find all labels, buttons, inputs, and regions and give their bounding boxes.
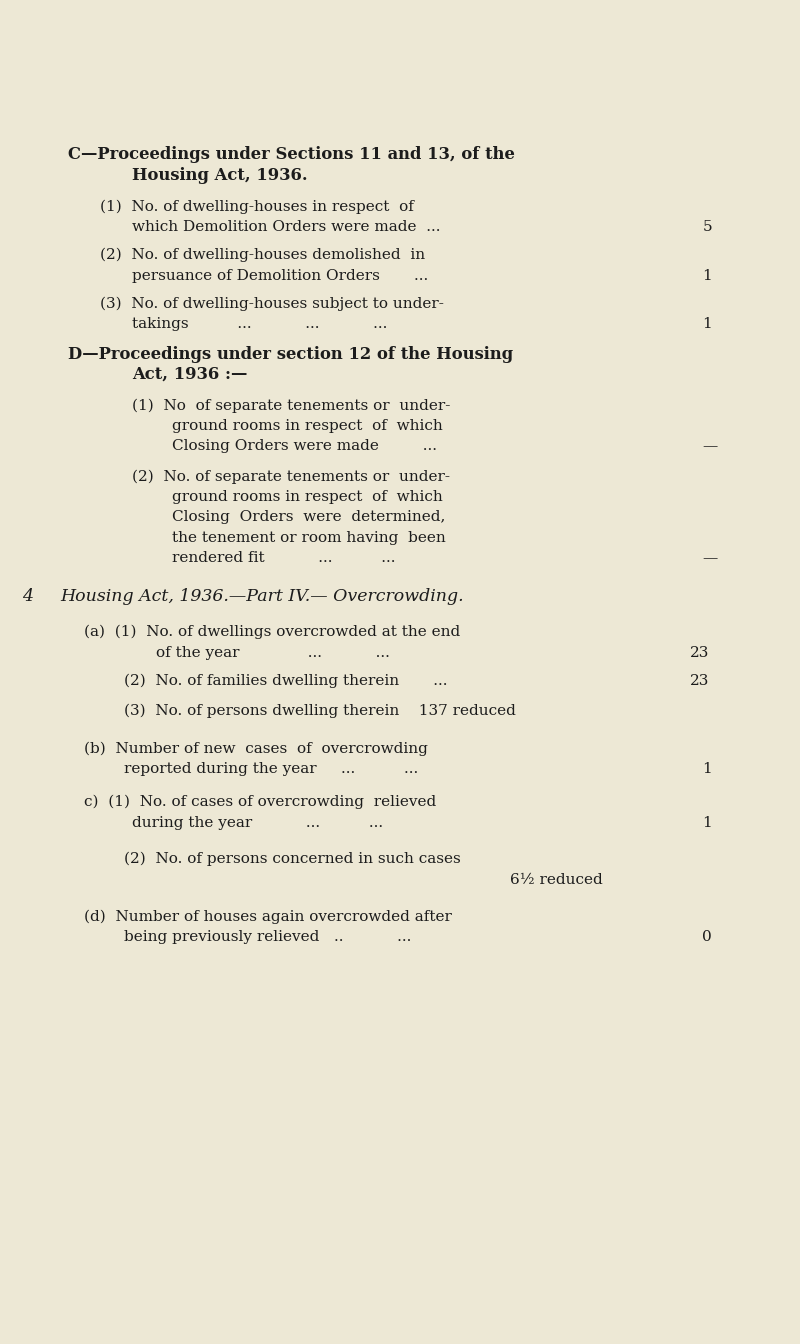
- Text: 23: 23: [690, 675, 709, 688]
- Text: Act, 1936 :—: Act, 1936 :—: [132, 366, 247, 383]
- Text: 4: 4: [22, 587, 34, 605]
- Text: 1: 1: [702, 816, 712, 829]
- Text: 5: 5: [702, 220, 712, 234]
- Text: 0: 0: [702, 930, 712, 943]
- Text: Housing Act, 1936.—Part IV.— Overcrowding.: Housing Act, 1936.—Part IV.— Overcrowdin…: [60, 587, 464, 605]
- Text: (3)  No. of persons dwelling therein    137 reduced: (3) No. of persons dwelling therein 137 …: [124, 704, 516, 718]
- Text: persuance of Demolition Orders       ...: persuance of Demolition Orders ...: [132, 269, 428, 282]
- Text: (2)  No. of dwelling-houses demolished  in: (2) No. of dwelling-houses demolished in: [100, 249, 425, 262]
- Text: rendered fit           ...          ...: rendered fit ... ...: [172, 551, 395, 564]
- Text: (1)  No. of dwelling-houses in respect  of: (1) No. of dwelling-houses in respect of: [100, 200, 414, 214]
- Text: —: —: [702, 551, 718, 564]
- Text: (3)  No. of dwelling-houses subject to under-: (3) No. of dwelling-houses subject to un…: [100, 297, 444, 310]
- Text: of the year              ...           ...: of the year ... ...: [156, 646, 390, 660]
- Text: 1: 1: [702, 269, 712, 282]
- Text: 6½ reduced: 6½ reduced: [510, 874, 603, 887]
- Text: C—Proceedings under Sections 11 and 13, of the: C—Proceedings under Sections 11 and 13, …: [68, 145, 515, 163]
- Text: reported during the year     ...          ...: reported during the year ... ...: [124, 762, 418, 775]
- Text: (2)  No. of separate tenements or  under-: (2) No. of separate tenements or under-: [132, 470, 450, 484]
- Text: (2)  No. of families dwelling therein       ...: (2) No. of families dwelling therein ...: [124, 675, 447, 688]
- Text: ground rooms in respect  of  which: ground rooms in respect of which: [172, 419, 442, 433]
- Text: ground rooms in respect  of  which: ground rooms in respect of which: [172, 491, 442, 504]
- Text: Closing  Orders  were  determined,: Closing Orders were determined,: [172, 511, 446, 524]
- Text: 1: 1: [702, 317, 712, 331]
- Text: D—Proceedings under section 12 of the Housing: D—Proceedings under section 12 of the Ho…: [68, 345, 513, 363]
- Text: during the year           ...          ...: during the year ... ...: [132, 816, 383, 829]
- Text: the tenement or room having  been: the tenement or room having been: [172, 531, 446, 544]
- Text: (1)  No  of separate tenements or  under-: (1) No of separate tenements or under-: [132, 399, 450, 413]
- Text: (2)  No. of persons concerned in such cases: (2) No. of persons concerned in such cas…: [124, 852, 461, 866]
- Text: 23: 23: [690, 646, 709, 660]
- Text: (d)  Number of houses again overcrowded after: (d) Number of houses again overcrowded a…: [84, 910, 452, 923]
- Text: being previously relieved   ..           ...: being previously relieved .. ...: [124, 930, 411, 943]
- Text: which Demolition Orders were made  ...: which Demolition Orders were made ...: [132, 220, 441, 234]
- Text: c)  (1)  No. of cases of overcrowding  relieved: c) (1) No. of cases of overcrowding reli…: [84, 796, 436, 809]
- Text: 1: 1: [702, 762, 712, 775]
- Text: Closing Orders were made         ...: Closing Orders were made ...: [172, 439, 437, 453]
- Text: —: —: [702, 439, 718, 453]
- Text: (a)  (1)  No. of dwellings overcrowded at the end: (a) (1) No. of dwellings overcrowded at …: [84, 625, 460, 638]
- Text: (b)  Number of new  cases  of  overcrowding: (b) Number of new cases of overcrowding: [84, 742, 428, 755]
- Text: takings          ...           ...           ...: takings ... ... ...: [132, 317, 387, 331]
- Text: Housing Act, 1936.: Housing Act, 1936.: [132, 167, 308, 184]
